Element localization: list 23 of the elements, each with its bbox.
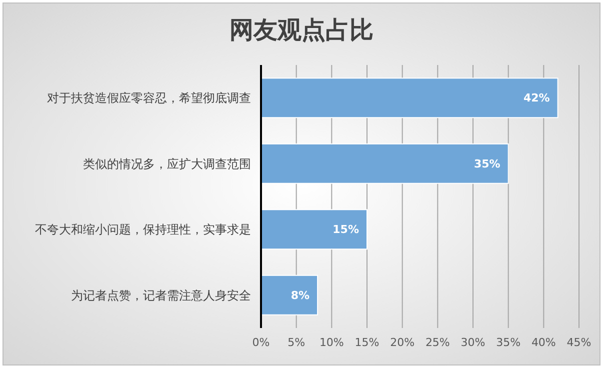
data-label: 42% — [523, 92, 550, 105]
x-tick-label: 40% — [531, 336, 556, 349]
y-tick-label: 不夸大和缩小问题，保持理性，实事求是 — [35, 222, 251, 237]
y-tick-label: 对于扶贫造假应零容忍，希望彻底调查 — [47, 91, 251, 106]
x-tick-label: 10% — [319, 336, 344, 349]
x-tick-label: 5% — [288, 336, 306, 349]
x-tick-label: 15% — [354, 336, 380, 349]
x-tick-label: 0% — [252, 336, 270, 349]
chart-title: 网友观点占比 — [230, 15, 374, 44]
x-tick-label: 35% — [496, 336, 521, 349]
bar — [260, 78, 558, 118]
data-label: 15% — [332, 223, 359, 236]
x-tick-label: 20% — [390, 336, 415, 349]
x-tick-label: 45% — [566, 336, 592, 349]
y-tick-label: 为记者点赞，记者需注意人身安全 — [71, 288, 251, 302]
x-tick-label: 30% — [460, 336, 486, 349]
bar — [260, 143, 509, 184]
bar — [260, 209, 368, 250]
data-label: 8% — [290, 288, 310, 302]
data-label: 35% — [474, 157, 500, 170]
bar — [260, 274, 318, 316]
y-tick-label: 类似的情况多，应扩大调查范围 — [83, 156, 251, 171]
x-tick-label: 25% — [425, 336, 450, 349]
